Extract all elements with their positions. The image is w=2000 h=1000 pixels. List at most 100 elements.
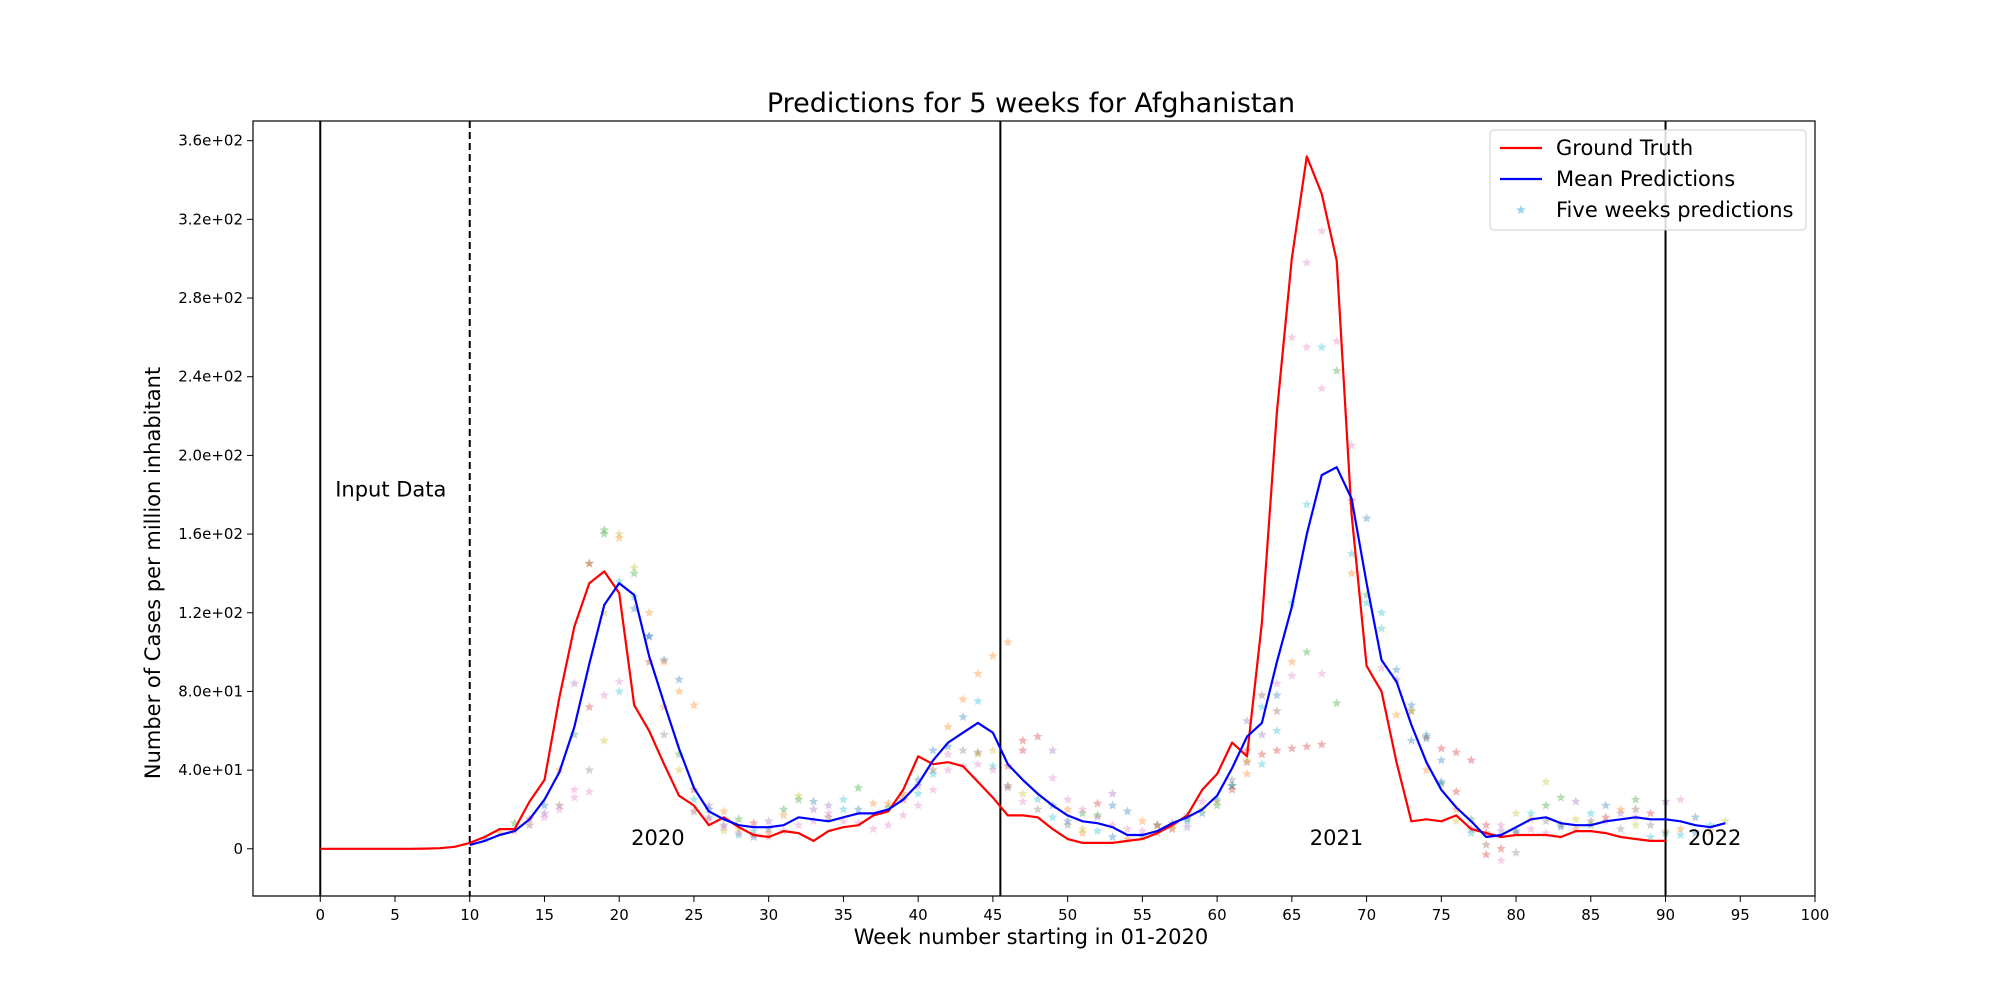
prediction-point bbox=[1376, 607, 1387, 617]
prediction-point bbox=[1227, 780, 1237, 790]
prediction-point bbox=[1645, 820, 1656, 830]
prediction-point bbox=[943, 721, 953, 731]
prediction-point bbox=[1242, 755, 1252, 765]
prediction-point bbox=[1167, 822, 1177, 832]
prediction-point bbox=[823, 800, 834, 810]
prediction-point bbox=[1615, 804, 1626, 814]
prediction-point bbox=[1212, 796, 1222, 806]
prediction-point bbox=[1586, 808, 1596, 818]
prediction-point bbox=[793, 820, 804, 830]
plot-frame bbox=[252, 120, 1816, 897]
prediction-point bbox=[1287, 332, 1297, 342]
y-tick-label: 2.8e+02 bbox=[178, 289, 243, 307]
prediction-point bbox=[1272, 725, 1282, 735]
prediction-point bbox=[1197, 796, 1207, 806]
prediction-point bbox=[1645, 808, 1656, 818]
prediction-point bbox=[1556, 822, 1566, 832]
prediction-point bbox=[1615, 808, 1626, 818]
prediction-point bbox=[1481, 839, 1491, 849]
prediction-point bbox=[569, 678, 580, 688]
x-tick-label: 75 bbox=[1432, 906, 1451, 924]
prediction-point bbox=[1092, 812, 1103, 822]
x-tick-label: 25 bbox=[684, 906, 703, 924]
prediction-point bbox=[928, 769, 938, 779]
prediction-point bbox=[1242, 769, 1252, 779]
prediction-point bbox=[928, 745, 938, 755]
prediction-point bbox=[734, 830, 744, 840]
prediction-point bbox=[584, 558, 595, 568]
prediction-point bbox=[1018, 788, 1028, 798]
prediction-point bbox=[1317, 342, 1327, 352]
prediction-point bbox=[614, 676, 624, 686]
prediction-point bbox=[1466, 814, 1476, 824]
prediction-point bbox=[1287, 670, 1297, 680]
prediction-point bbox=[1047, 745, 1058, 755]
prediction-point bbox=[1047, 812, 1058, 822]
x-tick-label: 10 bbox=[460, 906, 479, 924]
x-tick-label: 80 bbox=[1507, 906, 1526, 924]
x-tick-label: 90 bbox=[1656, 906, 1675, 924]
prediction-point bbox=[943, 741, 953, 751]
prediction-point bbox=[1182, 816, 1192, 826]
prediction-point bbox=[1630, 820, 1641, 830]
prediction-point bbox=[554, 804, 565, 814]
prediction-point bbox=[584, 765, 595, 775]
prediction-point bbox=[1376, 662, 1387, 672]
prediction-point bbox=[1571, 814, 1581, 824]
prediction-point bbox=[973, 696, 983, 706]
prediction-point bbox=[1317, 668, 1327, 678]
prediction-point bbox=[539, 808, 550, 818]
prediction-point bbox=[1346, 548, 1357, 558]
prediction-point bbox=[1361, 597, 1372, 607]
prediction-point bbox=[1615, 824, 1626, 834]
prediction-point bbox=[1257, 749, 1267, 759]
five-weeks-predictions-points bbox=[479, 226, 1731, 865]
prediction-point bbox=[838, 816, 849, 826]
prediction-point bbox=[1167, 824, 1177, 834]
prediction-point bbox=[1302, 257, 1312, 267]
prediction-point bbox=[614, 686, 624, 696]
prediction-point bbox=[629, 603, 639, 613]
prediction-point bbox=[928, 765, 938, 775]
prediction-point bbox=[943, 749, 953, 759]
prediction-point bbox=[1586, 816, 1596, 826]
prediction-point bbox=[1346, 440, 1357, 450]
prediction-point bbox=[1556, 820, 1566, 830]
prediction-point bbox=[689, 794, 699, 804]
annotation-2022: 2022 bbox=[1688, 826, 1741, 850]
prediction-point bbox=[644, 607, 654, 617]
legend-label-five-weeks-predictions: Five weeks predictions bbox=[1556, 198, 1794, 222]
prediction-point bbox=[1302, 647, 1312, 657]
prediction-point bbox=[1018, 735, 1028, 745]
prediction-point bbox=[1391, 664, 1402, 674]
prediction-point bbox=[614, 533, 624, 543]
prediction-point bbox=[1212, 794, 1222, 804]
prediction-point bbox=[584, 702, 595, 712]
prediction-point bbox=[853, 782, 864, 792]
prediction-point bbox=[1705, 826, 1716, 836]
prediction-point bbox=[719, 826, 729, 836]
prediction-point bbox=[1601, 800, 1611, 810]
prediction-point bbox=[674, 686, 684, 696]
annotation-input-data: Input Data bbox=[335, 478, 446, 502]
prediction-point bbox=[973, 759, 983, 769]
prediction-point bbox=[1033, 804, 1043, 814]
legend-label-ground-truth: Ground Truth bbox=[1556, 136, 1693, 160]
prediction-point bbox=[1182, 822, 1192, 832]
prediction-point bbox=[823, 808, 834, 818]
prediction-point bbox=[704, 812, 714, 822]
prediction-point bbox=[763, 824, 774, 834]
prediction-point bbox=[1496, 843, 1506, 853]
prediction-point bbox=[1227, 780, 1237, 790]
y-tick-label: 2.0e+02 bbox=[178, 446, 243, 464]
x-tick-label: 60 bbox=[1208, 906, 1227, 924]
prediction-point bbox=[868, 798, 879, 808]
prediction-point bbox=[1152, 820, 1163, 830]
prediction-point bbox=[749, 832, 759, 841]
prediction-point bbox=[1003, 637, 1013, 647]
prediction-point bbox=[1152, 820, 1163, 830]
prediction-point bbox=[1077, 824, 1088, 834]
prediction-point bbox=[763, 828, 774, 838]
prediction-point bbox=[644, 631, 654, 641]
prediction-point bbox=[1122, 824, 1133, 834]
